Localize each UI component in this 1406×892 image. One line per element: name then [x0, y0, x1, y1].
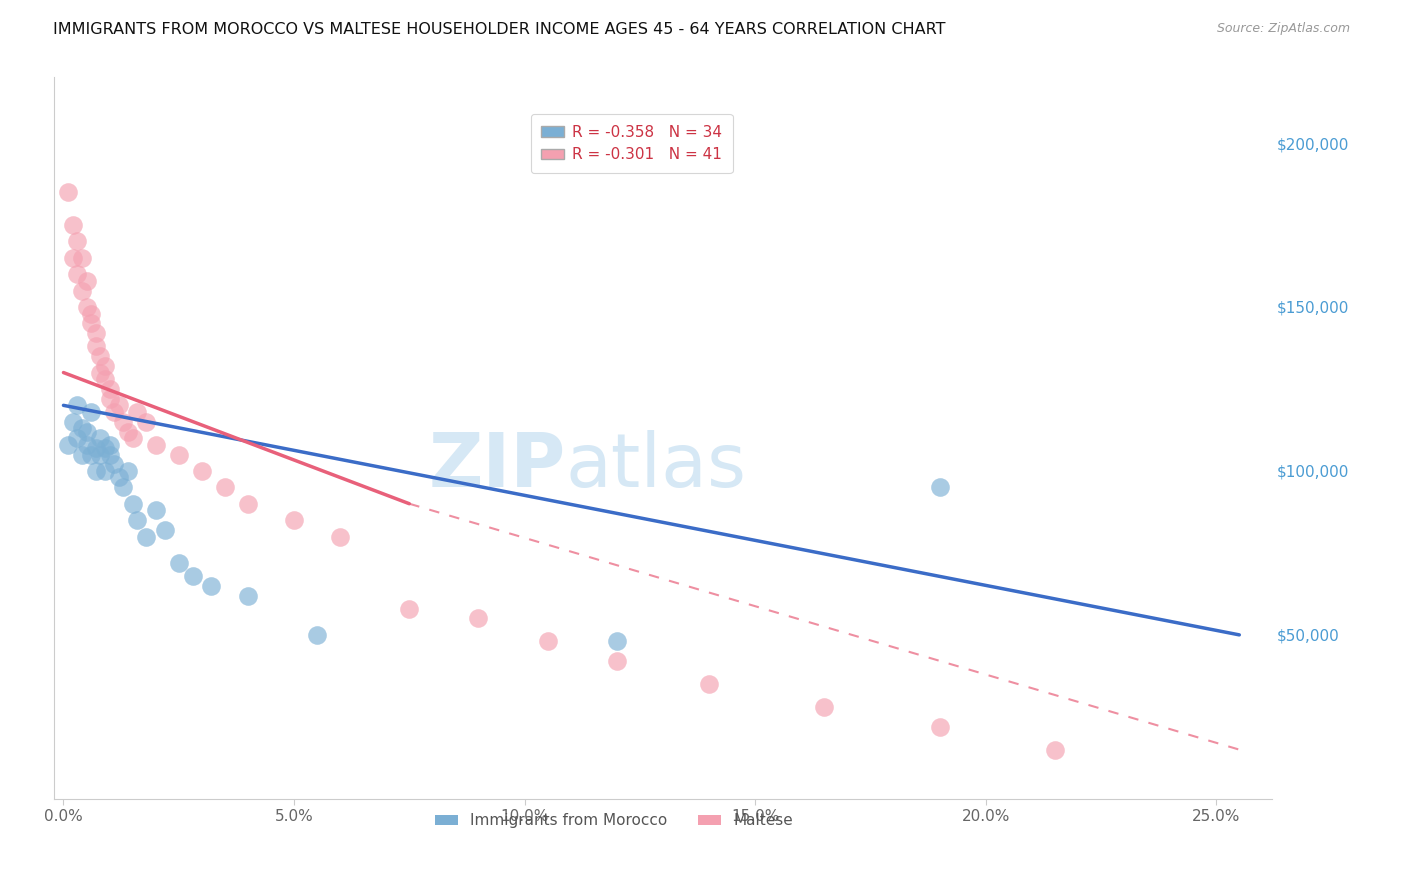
Point [107, 470, 129, 484]
Point [66, 267, 89, 281]
Point [98, 448, 121, 462]
Point [112, 415, 135, 429]
Point [145, 438, 167, 452]
Point [145, 503, 167, 517]
Point [928, 480, 950, 494]
Point [127, 405, 149, 419]
Point [813, 700, 835, 714]
Point [236, 589, 259, 603]
Point [214, 480, 236, 494]
Point [62, 218, 84, 232]
Point [103, 405, 125, 419]
Point [236, 497, 259, 511]
Point [56, 438, 79, 452]
Point [70, 448, 93, 462]
Point [89, 448, 111, 462]
Point [153, 523, 176, 537]
Point [84, 464, 107, 478]
Point [103, 458, 125, 472]
Point [181, 569, 204, 583]
Point [76, 274, 98, 288]
Point [94, 359, 117, 373]
Point [191, 464, 214, 478]
Point [94, 441, 117, 455]
Point [112, 480, 135, 494]
Point [135, 529, 157, 543]
Point [121, 497, 143, 511]
Text: ZIP: ZIP [429, 431, 565, 503]
Point [70, 284, 93, 298]
Point [80, 405, 103, 419]
Point [121, 431, 143, 445]
Point [80, 317, 103, 331]
Point [70, 421, 93, 435]
Text: Source: ZipAtlas.com: Source: ZipAtlas.com [1216, 22, 1350, 36]
Point [66, 398, 89, 412]
Point [697, 677, 720, 691]
Point [928, 720, 950, 734]
Point [117, 464, 139, 478]
Point [167, 556, 190, 570]
Text: IMMIGRANTS FROM MOROCCO VS MALTESE HOUSEHOLDER INCOME AGES 45 - 64 YEARS CORRELA: IMMIGRANTS FROM MOROCCO VS MALTESE HOUSE… [53, 22, 946, 37]
Point [606, 634, 628, 648]
Point [76, 300, 98, 314]
Point [135, 415, 157, 429]
Legend: Immigrants from Morocco, Maltese: Immigrants from Morocco, Maltese [429, 807, 799, 835]
Point [84, 441, 107, 455]
Point [117, 425, 139, 439]
Point [89, 366, 111, 380]
Text: atlas: atlas [565, 431, 747, 503]
Point [70, 251, 93, 265]
Point [283, 513, 305, 527]
Point [98, 438, 121, 452]
Point [94, 464, 117, 478]
Point [80, 448, 103, 462]
Point [84, 326, 107, 341]
Point [606, 654, 628, 668]
Point [56, 185, 79, 199]
Point [94, 372, 117, 386]
Point [80, 306, 103, 320]
Point [89, 349, 111, 363]
Point [107, 398, 129, 412]
Point [84, 339, 107, 353]
Point [62, 415, 84, 429]
Point [467, 611, 489, 625]
Point [76, 425, 98, 439]
Point [98, 392, 121, 406]
Point [66, 431, 89, 445]
Point [200, 579, 222, 593]
Point [98, 382, 121, 396]
Point [127, 513, 149, 527]
Point [536, 634, 558, 648]
Point [398, 601, 420, 615]
Point [62, 251, 84, 265]
Point [66, 235, 89, 249]
Point [89, 431, 111, 445]
Point [167, 448, 190, 462]
Point [1043, 742, 1066, 756]
Point [329, 529, 352, 543]
Point [76, 438, 98, 452]
Point [307, 628, 329, 642]
